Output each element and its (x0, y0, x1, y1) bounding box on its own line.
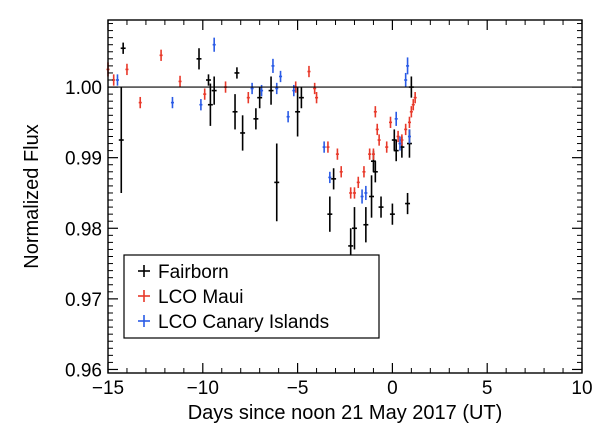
data-point-lco-canary-islands (404, 72, 408, 88)
data-point-lco-canary-islands (328, 171, 332, 184)
y-tick-label: 1.00 (65, 78, 102, 99)
y-tick-label: 0.99 (65, 149, 102, 170)
axis-ticks-layer: −15 −10 −5 0 5 10 0.96 0.97 0.98 0.99 1.00 (65, 20, 593, 399)
legend: Fairborn LCO Maui LCO Canary Islands (123, 254, 380, 339)
data-point-fairborn (369, 175, 375, 218)
data-point-lco-canary-islands (199, 99, 203, 111)
data-point-lco-maui (396, 130, 400, 143)
legend-entry: LCO Canary Islands (138, 312, 329, 333)
plot-frame (107, 19, 583, 374)
x-tick-label: 0 (387, 378, 398, 399)
legend-label: LCO Canary Islands (158, 312, 329, 333)
data-point-fairborn (211, 76, 217, 105)
data-point-lco-maui (368, 148, 372, 160)
data-point-fairborn (257, 87, 263, 109)
data-marks-layer (106, 37, 417, 264)
data-point-lco-maui (138, 96, 142, 109)
data-point-lco-maui (404, 123, 408, 136)
data-point-lco-maui (407, 116, 411, 129)
data-point-lco-maui (356, 176, 360, 189)
data-point-lco-canary-islands (115, 74, 119, 86)
data-point-fairborn (232, 94, 238, 130)
data-point-lco-maui (203, 88, 207, 100)
data-point-fairborn (234, 67, 240, 79)
data-point-fairborn (327, 196, 333, 232)
y-tick-label: 0.97 (65, 290, 102, 311)
data-point-lco-maui (409, 106, 413, 118)
data-point-fairborn (405, 192, 411, 215)
x-tick-label: −15 (92, 378, 124, 399)
data-point-fairborn (274, 143, 280, 222)
data-point-lco-maui (352, 187, 356, 199)
data-point-lco-maui (326, 141, 330, 153)
data-point-lco-maui (385, 141, 389, 153)
data-point-fairborn (389, 203, 395, 225)
data-point-lco-maui (373, 106, 377, 118)
x-tick-label: 5 (482, 378, 493, 399)
data-point-fairborn (268, 76, 274, 105)
data-point-fairborn (378, 196, 384, 218)
data-point-fairborn (207, 83, 213, 126)
y-tick-label: 0.98 (65, 219, 102, 240)
data-point-fairborn (352, 207, 357, 250)
data-point-fairborn (118, 87, 124, 193)
legend-entry: Fairborn (138, 262, 229, 283)
data-point-fairborn (206, 74, 211, 86)
data-point-lco-maui (307, 65, 311, 78)
data-point-fairborn (393, 140, 399, 162)
data-point-lco-maui (339, 166, 343, 178)
x-tick-label: 10 (571, 378, 592, 399)
data-point-lco-maui (313, 82, 317, 95)
data-point-fairborn (253, 108, 259, 130)
data-point-lco-canary-islands (398, 136, 402, 151)
data-point-lco-canary-islands (275, 82, 279, 95)
data-point-lco-canary-islands (170, 96, 174, 109)
data-point-lco-maui (371, 148, 375, 160)
data-point-lco-maui (349, 187, 353, 199)
data-point-fairborn (120, 42, 126, 54)
x-axis-label: Days since noon 21 May 2017 (UT) (188, 402, 503, 424)
data-point-lco-canary-islands (406, 57, 410, 75)
data-point-lco-canary-islands (360, 189, 364, 204)
y-axis-label: Normalized Flux (21, 124, 43, 268)
data-point-lco-maui (335, 148, 339, 160)
data-point-lco-maui (377, 134, 381, 146)
x-tick-label: −5 (287, 378, 309, 399)
data-point-lco-canary-islands (279, 70, 283, 83)
data-point-lco-maui (375, 123, 379, 136)
data-point-lco-maui (400, 134, 404, 146)
data-point-fairborn (372, 161, 378, 183)
data-point-fairborn (363, 207, 369, 243)
data-point-lco-canary-islands (407, 129, 411, 144)
data-point-lco-maui (411, 99, 415, 111)
legend-box (123, 254, 380, 339)
data-point-fairborn (331, 168, 337, 190)
data-point-fairborn (298, 87, 304, 109)
data-point-lco-canary-islands (322, 141, 326, 153)
data-point-fairborn (295, 87, 301, 137)
data-point-fairborn (240, 115, 246, 151)
data-point-lco-maui (178, 75, 182, 88)
data-point-fairborn (196, 48, 202, 70)
data-point-lco-maui (125, 63, 129, 76)
data-point-lco-canary-islands (212, 37, 216, 52)
legend-entry: LCO Maui (138, 287, 244, 308)
data-point-lco-maui (388, 116, 393, 129)
data-point-lco-canary-islands (250, 82, 254, 95)
legend-label: Fairborn (158, 262, 229, 283)
legend-label: LCO Maui (158, 287, 244, 308)
data-point-lco-canary-islands (286, 111, 290, 123)
y-tick-label: 0.96 (65, 360, 102, 381)
data-point-lco-maui (315, 92, 319, 104)
data-point-lco-maui (413, 92, 417, 104)
data-point-lco-maui (362, 166, 366, 178)
data-point-lco-maui (159, 49, 163, 61)
data-point-lco-canary-islands (394, 111, 398, 126)
x-tick-label: −10 (187, 378, 219, 399)
data-point-lco-maui (246, 92, 250, 104)
data-point-lco-canary-islands (271, 58, 275, 73)
data-point-lco-canary-islands (364, 185, 368, 201)
